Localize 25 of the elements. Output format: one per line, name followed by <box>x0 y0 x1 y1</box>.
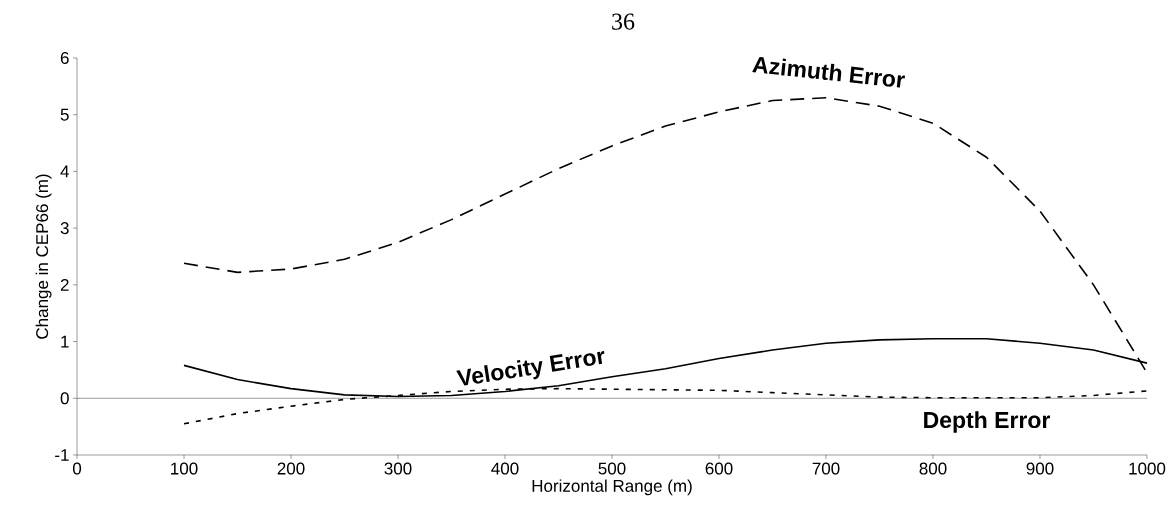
y-tick-label: 3 <box>60 222 69 235</box>
y-tick-label: 4 <box>60 165 69 178</box>
x-tick-label: 300 <box>384 462 412 475</box>
x-axis-title: Horizontal Range (m) <box>532 479 692 496</box>
y-tick-label: 2 <box>60 278 69 291</box>
text: Azimuth Error <box>752 56 905 88</box>
x-tick-label: 500 <box>598 462 626 475</box>
x-tick-label: 600 <box>705 462 733 475</box>
y-tick-label: 0 <box>60 392 69 405</box>
text: 36 <box>612 13 635 30</box>
x-tick-label: 700 <box>812 462 840 475</box>
x-tick-label: 1000 <box>1129 462 1166 475</box>
x-tick-label: 100 <box>171 462 198 475</box>
x-tick-label: 900 <box>1026 462 1054 475</box>
y-tick-label: -1 <box>55 449 69 461</box>
series-label: Depth Error <box>924 411 1051 433</box>
y-tick-label: 6 <box>60 51 69 65</box>
text: Velocity Error <box>456 351 605 386</box>
x-tick-label: 200 <box>277 462 305 475</box>
y-tick-label: 1 <box>61 335 69 348</box>
x-tick-label: 0 <box>72 462 82 475</box>
x-tick-label: 400 <box>491 462 519 475</box>
x-tick-label: 800 <box>919 462 947 475</box>
y-axis-title: Change in CEP66 (m) <box>35 174 52 339</box>
y-tick-label: 5 <box>60 108 69 121</box>
